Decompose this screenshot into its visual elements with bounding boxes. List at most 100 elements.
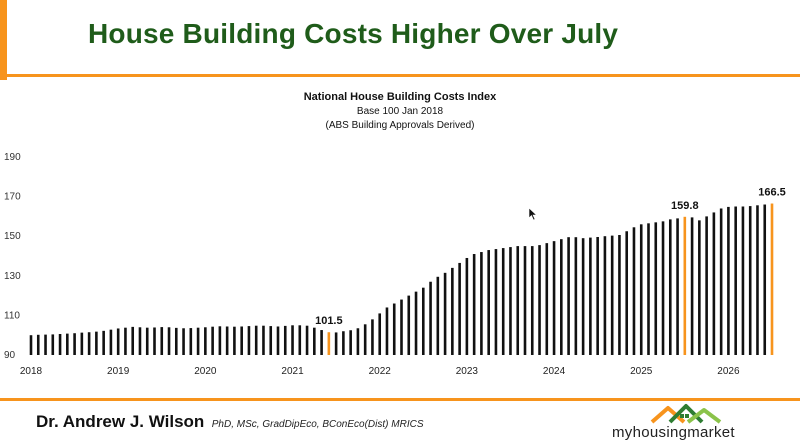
bar	[102, 330, 105, 355]
bar	[690, 217, 694, 355]
bar	[574, 237, 578, 355]
bar	[29, 335, 33, 355]
bar	[487, 250, 490, 355]
bar	[741, 206, 745, 355]
x-tick-label: 2019	[107, 366, 130, 377]
author-block: Dr. Andrew J. Wilson PhD, MSc, GradDipEc…	[36, 412, 423, 432]
chart-note: (ABS Building Approvals Derived)	[325, 120, 475, 131]
bar	[124, 327, 127, 355]
bar	[80, 332, 84, 355]
bar	[400, 299, 403, 355]
bar	[748, 206, 752, 355]
bar	[269, 326, 273, 355]
bar	[494, 249, 498, 355]
bar	[567, 237, 570, 355]
y-tick-label: 90	[4, 350, 16, 361]
bar	[196, 327, 200, 355]
bar	[204, 327, 207, 355]
bar	[342, 331, 345, 355]
bar	[291, 325, 294, 355]
bar	[734, 206, 737, 355]
bar	[480, 252, 483, 355]
bar	[654, 222, 658, 355]
highlight-bar	[770, 203, 774, 355]
bar	[589, 237, 592, 355]
bar	[458, 262, 461, 355]
bar	[363, 324, 367, 355]
bar	[356, 328, 360, 355]
bar	[610, 235, 614, 355]
bar	[647, 223, 650, 355]
bar	[668, 219, 672, 355]
bar	[211, 326, 214, 355]
bar	[66, 333, 69, 355]
bar	[705, 216, 708, 355]
bar	[262, 325, 265, 355]
bar	[552, 241, 556, 355]
x-tick-label: 2021	[281, 366, 304, 377]
y-tick-label: 110	[4, 310, 20, 321]
bar	[240, 326, 243, 355]
bar	[305, 325, 309, 355]
brand-logo[interactable]: myhousingmarket	[612, 402, 768, 444]
x-tick-label: 2025	[630, 366, 653, 377]
x-tick-label: 2026	[717, 366, 740, 377]
bar	[44, 334, 47, 355]
bar	[618, 235, 621, 355]
bar	[639, 224, 643, 355]
mouse-cursor-icon	[528, 207, 538, 221]
y-tick-label: 130	[4, 271, 21, 282]
bar	[167, 327, 171, 355]
bar	[676, 218, 679, 355]
bar	[95, 331, 98, 355]
bar	[727, 206, 730, 355]
bar	[87, 332, 91, 355]
bar	[276, 326, 280, 355]
bar	[523, 246, 527, 355]
bar	[712, 212, 716, 355]
chart-title: National House Building Costs Index	[303, 91, 497, 103]
accent-bar-left	[0, 0, 7, 80]
bar	[378, 313, 382, 355]
bar	[632, 227, 636, 355]
bar	[429, 281, 432, 355]
bar	[465, 257, 469, 355]
bar	[225, 326, 229, 355]
bar	[218, 326, 222, 355]
bar	[414, 291, 418, 355]
author-name: Dr. Andrew J. Wilson	[36, 412, 205, 431]
bar	[516, 246, 520, 355]
bar	[73, 333, 76, 355]
bar	[247, 326, 251, 355]
data-label: 159.8	[671, 200, 699, 212]
bar	[421, 287, 425, 355]
bar	[313, 327, 316, 355]
bar	[545, 243, 549, 355]
bar	[407, 295, 411, 355]
chart-subtitle: Base 100 Jan 2018	[356, 106, 444, 117]
bar	[283, 325, 287, 355]
bar	[661, 221, 665, 355]
bar	[472, 254, 476, 355]
bar	[334, 332, 338, 355]
bar	[436, 276, 440, 355]
x-tick-label: 2024	[543, 366, 566, 377]
bar	[698, 220, 701, 355]
data-label: 166.5	[758, 187, 786, 199]
bar	[763, 204, 767, 355]
bar	[160, 327, 164, 355]
data-label: 101.5	[315, 315, 343, 327]
bar	[581, 238, 585, 355]
y-tick-label: 170	[4, 192, 21, 203]
bar	[371, 319, 374, 355]
bar	[625, 231, 629, 355]
bar	[530, 246, 534, 355]
bar	[116, 328, 120, 355]
bar	[153, 327, 156, 355]
bar	[756, 205, 759, 355]
footer-rule	[0, 398, 800, 401]
bar	[501, 248, 505, 355]
bar	[174, 327, 178, 355]
bar	[443, 272, 447, 355]
bar	[131, 326, 135, 355]
